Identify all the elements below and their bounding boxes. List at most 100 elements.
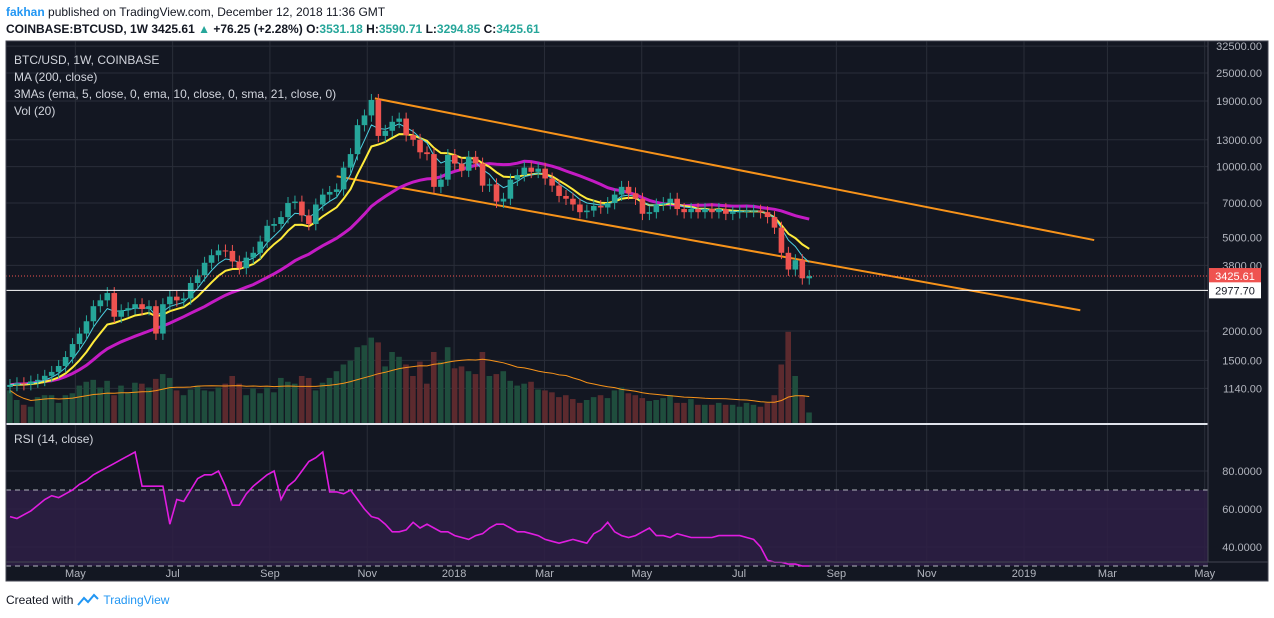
candle	[771, 211, 778, 234]
candle	[535, 162, 541, 179]
candle	[570, 192, 576, 211]
volume-bar	[257, 393, 263, 424]
high-label: H:	[366, 22, 379, 36]
candle	[730, 206, 736, 221]
candle	[750, 204, 757, 218]
price-axis-background[interactable]	[1208, 41, 1268, 581]
candle-body	[764, 212, 771, 218]
volume-bar	[437, 361, 444, 424]
candle	[222, 244, 229, 258]
candle	[306, 209, 312, 231]
volume-ma-line	[9, 358, 810, 403]
candle	[194, 269, 201, 290]
volume-bar	[243, 395, 249, 424]
volume-bar	[708, 404, 715, 424]
volume-bar	[90, 379, 96, 424]
volume-bar	[69, 393, 76, 424]
legend-rsi[interactable]: RSI (14, close)	[14, 432, 93, 446]
volume-bar	[166, 377, 173, 424]
rsi-axis[interactable]: 80.0000 60.0000 40.0000	[1222, 466, 1262, 554]
candle	[271, 218, 277, 233]
volume-bar	[646, 400, 652, 424]
volume-bar	[410, 376, 416, 424]
candle	[723, 203, 729, 221]
volume-bar	[625, 393, 632, 424]
volume-bar	[236, 383, 242, 424]
volume-bar	[97, 387, 103, 424]
candle-body	[702, 209, 708, 213]
price-axis-label: 19000.00	[1216, 96, 1262, 108]
time-axis[interactable]: May Jul Sep Nov 2018 Mar May Jul Sep Nov 2019 Mar Ma…	[65, 568, 1216, 580]
candle	[313, 198, 319, 231]
candle-body	[695, 209, 701, 213]
candle-body	[236, 261, 243, 269]
volume-bar	[799, 395, 805, 424]
candle	[354, 119, 361, 161]
volume-bar	[132, 382, 138, 424]
volume-bar	[305, 377, 312, 424]
price-tag-label: 2977.70	[1215, 285, 1255, 297]
volume-bar	[347, 360, 354, 424]
volume-bar	[764, 402, 771, 424]
candle	[278, 211, 284, 231]
candle-body	[396, 118, 402, 122]
candle	[361, 109, 368, 132]
volume-bar	[743, 402, 750, 424]
candle-body	[243, 257, 250, 269]
candle-body	[375, 99, 382, 136]
candle-body	[326, 191, 333, 195]
candle	[215, 244, 222, 262]
tradingview-brand[interactable]: TradingView	[103, 593, 170, 607]
candle	[333, 183, 340, 199]
candle-body	[382, 130, 389, 136]
candle-body	[465, 156, 472, 171]
volume-bar	[403, 364, 409, 424]
volume-bar	[493, 374, 500, 424]
candle	[153, 300, 159, 340]
candle	[667, 192, 674, 210]
volume-bar	[340, 364, 347, 424]
volume-bars	[7, 331, 812, 424]
candle	[542, 162, 548, 185]
candle	[48, 365, 55, 383]
price-tag-box	[1209, 268, 1261, 285]
volume-bar	[479, 352, 486, 424]
volume-bar	[576, 402, 583, 424]
legend-3mas[interactable]: 3MAs (ema, 5, close, 0, ema, 10, close, …	[14, 87, 336, 101]
candle-body	[723, 209, 729, 214]
candle	[382, 124, 389, 143]
candle-body	[125, 308, 131, 311]
volume-bar	[396, 356, 402, 424]
volume-bar	[389, 352, 395, 424]
candle	[472, 150, 479, 170]
candle	[389, 115, 396, 138]
candle-body	[21, 383, 27, 385]
low-label: L:	[425, 22, 437, 36]
candle-body	[445, 154, 451, 180]
candle	[375, 93, 382, 143]
candle-body	[806, 276, 813, 279]
candle	[167, 290, 173, 311]
legend-vol[interactable]: Vol (20)	[14, 104, 55, 118]
price-axis-label: 2000.00	[1222, 326, 1262, 338]
candle-body	[639, 198, 646, 214]
candle-body	[167, 296, 173, 305]
published-info: published on TradingView.com, December 1…	[48, 5, 386, 19]
candle-body	[771, 217, 778, 228]
candle	[597, 200, 604, 214]
candle-body	[7, 384, 13, 387]
candle	[132, 298, 138, 315]
candle-body	[591, 205, 597, 211]
grid-vertical	[74, 41, 1206, 562]
legend-title[interactable]: BTC/USD, 1W, COINBASE	[14, 53, 159, 67]
time-axis-label: 2019	[1012, 568, 1036, 580]
rsi-axis-label: 60.0000	[1222, 504, 1262, 516]
volume-bar	[201, 390, 208, 424]
rsi-band-fill	[6, 490, 1208, 566]
candle-body	[368, 99, 375, 116]
author-name[interactable]: fakhan	[6, 5, 45, 19]
volume-bar	[139, 383, 145, 424]
legend-ma[interactable]: MA (200, close)	[14, 70, 97, 84]
candle	[778, 221, 785, 260]
